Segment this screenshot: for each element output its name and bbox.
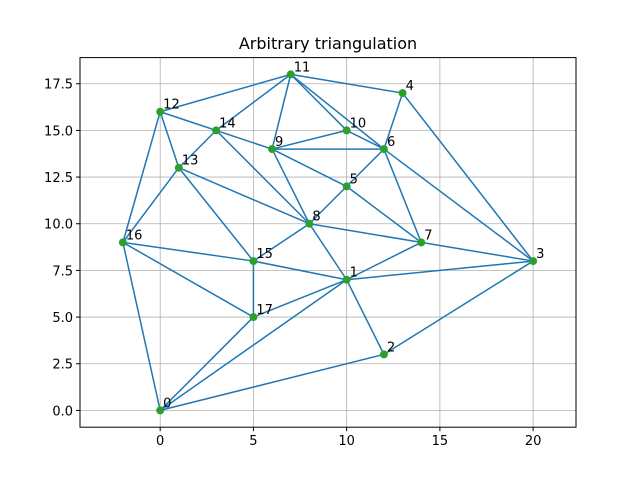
point-label: 1 [350, 266, 358, 281]
edge [159, 353, 385, 412]
edge [159, 111, 217, 132]
point [379, 145, 388, 154]
point [249, 257, 258, 266]
point [417, 238, 426, 247]
edge [252, 223, 310, 262]
edge [290, 73, 348, 131]
edge [346, 148, 385, 187]
y-tick-label: 12.5 [44, 171, 73, 186]
edge [271, 148, 311, 225]
edge [383, 148, 422, 243]
point-label: 9 [275, 135, 283, 150]
y-tick-label: 7.5 [52, 264, 73, 279]
point [268, 145, 277, 154]
edge [215, 73, 292, 131]
y-tick-label: 5.0 [52, 311, 73, 326]
edge [346, 185, 422, 243]
edge [271, 148, 347, 188]
x-tick-label: 10 [338, 434, 355, 449]
x-tick-label: 0 [156, 434, 164, 449]
point [342, 126, 351, 135]
edge [159, 73, 291, 113]
edge [346, 129, 385, 150]
point-label: 0 [163, 396, 171, 411]
edge [383, 148, 534, 262]
point-label: 12 [163, 98, 180, 113]
point [342, 275, 351, 284]
point [156, 107, 165, 116]
point-label: 16 [126, 228, 143, 243]
point-label: 10 [350, 116, 367, 131]
edge [122, 111, 161, 243]
edge [309, 222, 422, 244]
y-tick-label: 17.5 [44, 78, 73, 93]
x-tick-label: 20 [525, 434, 542, 449]
plot-frame [79, 57, 577, 428]
point-label: 2 [387, 340, 395, 355]
edge [122, 241, 254, 262]
edge [178, 129, 217, 169]
x-tick-label: 5 [249, 434, 257, 449]
point [249, 313, 258, 322]
edge [253, 260, 347, 281]
point [305, 219, 314, 228]
edge [401, 92, 534, 262]
edge [271, 74, 292, 150]
y-tick-label: 0.0 [52, 404, 73, 419]
x-tick-label: 15 [432, 434, 449, 449]
edge [159, 316, 254, 411]
edge [308, 223, 348, 281]
point [342, 182, 351, 191]
edge [178, 167, 310, 225]
edge [345, 279, 385, 355]
edge [308, 185, 348, 225]
edge [159, 279, 348, 412]
y-tick-label: 15.0 [44, 124, 73, 139]
chart-title: Arbitrary triangulation [239, 34, 417, 53]
point [212, 126, 221, 135]
point [174, 163, 183, 172]
edge [122, 241, 254, 318]
edge [271, 129, 347, 150]
edge [346, 260, 534, 281]
edge [122, 242, 161, 411]
y-tick-label: 2.5 [52, 358, 73, 373]
point-label: 4 [406, 79, 414, 94]
point-label: 14 [219, 116, 236, 131]
edge [421, 241, 534, 262]
point [398, 89, 407, 98]
edge [122, 167, 180, 243]
y-tick-label: 10.0 [44, 218, 73, 233]
point-label: 11 [294, 60, 311, 75]
edge [215, 129, 310, 225]
edge [290, 73, 403, 94]
point [286, 70, 295, 79]
point [529, 257, 538, 266]
point-label: 17 [256, 303, 273, 318]
edge [215, 129, 273, 150]
edge [253, 279, 347, 318]
point-label: 7 [424, 228, 432, 243]
point-label: 13 [182, 154, 199, 169]
point [156, 406, 165, 415]
edge [383, 260, 534, 356]
point-label: 15 [256, 247, 273, 262]
point-label: 8 [312, 210, 320, 225]
point-label: 3 [536, 247, 544, 262]
point [118, 238, 127, 247]
edge [290, 73, 385, 150]
edge [178, 167, 254, 262]
point-label: 5 [350, 172, 358, 187]
point [379, 350, 388, 359]
edge [383, 92, 404, 150]
edge [159, 111, 180, 168]
edge [346, 241, 422, 281]
point-label: 6 [387, 135, 395, 150]
